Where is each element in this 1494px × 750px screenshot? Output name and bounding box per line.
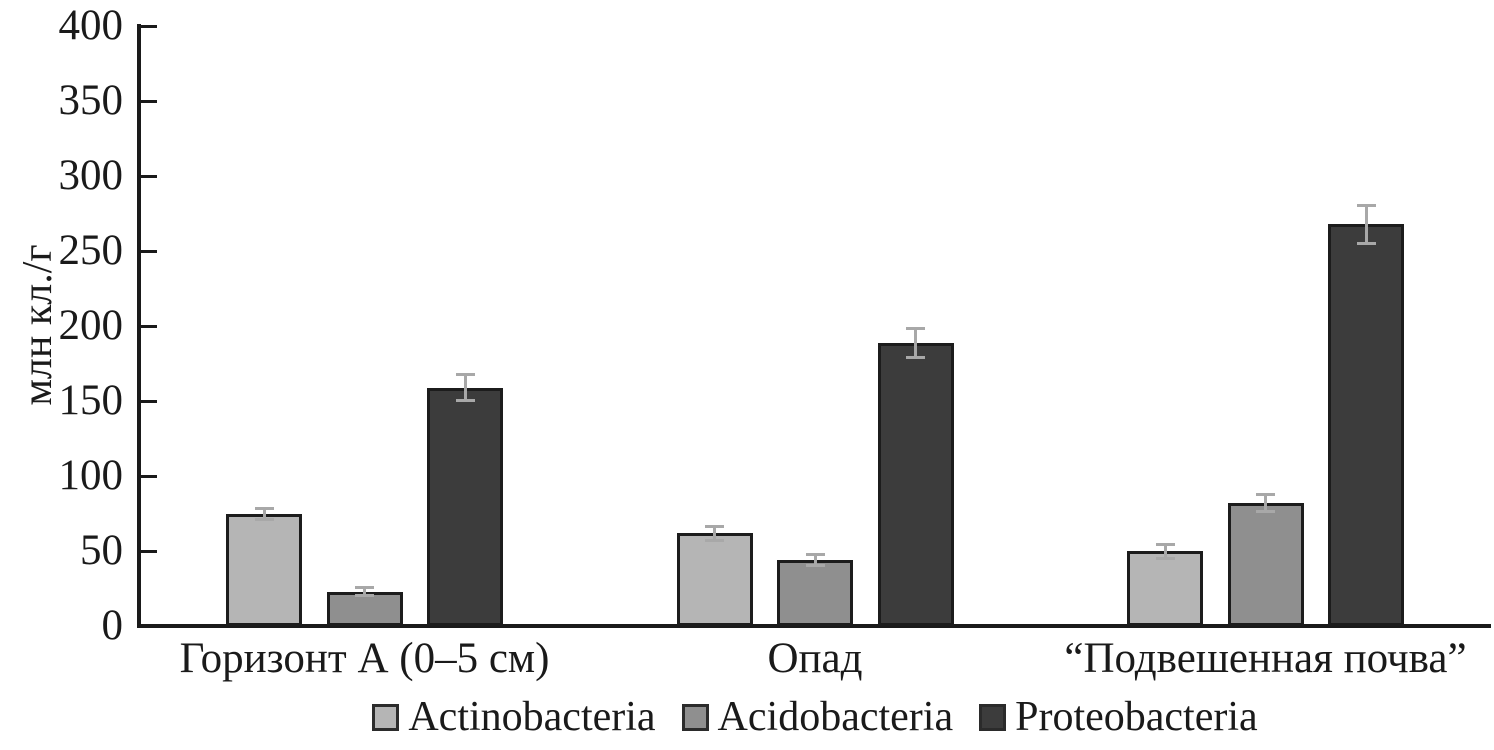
x-axis-line: [137, 624, 1491, 628]
error-bar-cap-bottom: [1155, 556, 1175, 560]
error-bar-cap-bottom: [1356, 241, 1376, 245]
y-tick-mark: [140, 400, 157, 403]
legend-item-proteobacteria: Proteobacteria: [979, 694, 1258, 740]
y-tick-mark: [140, 550, 157, 553]
y-tick-label: 0: [101, 602, 124, 649]
error-bar-line: [1264, 494, 1267, 512]
y-tick-mark: [140, 100, 157, 103]
error-bar-cap-bottom: [705, 538, 724, 542]
legend-item-actinobacteria: Actinobacteria: [372, 694, 656, 740]
error-bar-cap-top: [355, 586, 374, 589]
error-bar-cap-top: [254, 506, 274, 510]
x-category-label-3: “Подвешенная почва”: [1064, 635, 1467, 682]
y-tick-label: 50: [80, 527, 123, 574]
error-bar-cap-bottom: [805, 564, 825, 567]
error-bar-cap-bottom: [254, 517, 274, 521]
error-bar-cap-top: [1356, 203, 1376, 207]
error-bar-line: [1364, 204, 1368, 244]
y-tick-label: 200: [58, 302, 124, 349]
bar-actinobacteria-group1: [226, 513, 302, 626]
error-bar-line: [914, 327, 917, 358]
y-tick-mark: [140, 250, 157, 253]
error-bar-cap-top: [805, 553, 825, 556]
legend: Actinobacteria Acidobacteria Proteobacteri…: [140, 694, 1490, 740]
y-axis-line: [137, 24, 141, 628]
error-bar-cap-bottom: [455, 399, 475, 402]
legend-label-proteobacteria: Proteobacteria: [1015, 694, 1258, 740]
bar-proteobacteria-group3: [1328, 224, 1404, 626]
error-bar-cap-bottom: [906, 355, 925, 359]
error-bar-cap-top: [906, 326, 925, 330]
legend-key-acidobacteria-swatch: [681, 703, 709, 731]
legend-label-actinobacteria: Actinobacteria: [408, 694, 656, 740]
error-bar-line: [813, 554, 817, 566]
bar-acidobacteria-group1: [326, 591, 403, 626]
legend-key-actinobacteria-swatch: [372, 703, 400, 731]
bar-acidobacteria-group3: [1227, 503, 1304, 626]
y-tick-label: 250: [58, 227, 124, 274]
error-bar-line: [713, 525, 716, 541]
x-category-label-1: Горизонт А (0–5 см): [179, 635, 550, 682]
error-bar-line: [262, 507, 266, 520]
error-bar-cap-top: [455, 373, 475, 376]
y-tick-mark: [140, 25, 157, 28]
legend-item-acidobacteria: Acidobacteria: [681, 694, 954, 740]
bar-actinobacteria-group2: [676, 533, 753, 626]
bar-proteobacteria-group2: [877, 342, 954, 626]
y-tick-mark: [140, 325, 157, 328]
bar-acidobacteria-group2: [777, 560, 853, 626]
bar-proteobacteria-group1: [427, 387, 503, 626]
error-bar-line: [463, 374, 467, 401]
error-bar-line: [1163, 543, 1167, 559]
legend-label-acidobacteria: Acidobacteria: [717, 694, 954, 740]
y-tick-label: 300: [58, 152, 124, 199]
bar-actinobacteria-group3: [1127, 551, 1203, 626]
y-tick-label: 400: [58, 2, 124, 49]
y-tick-mark: [140, 475, 157, 478]
error-bar-cap-top: [1256, 493, 1275, 496]
x-category-label-2: Опад: [767, 635, 863, 682]
legend-key-proteobacteria-swatch: [979, 703, 1007, 731]
y-tick-label: 150: [58, 377, 124, 424]
y-tick-label: 350: [58, 77, 124, 124]
error-bar-cap-top: [1155, 542, 1175, 546]
error-bar-cap-bottom: [1256, 510, 1275, 513]
y-tick-label: 100: [58, 452, 124, 499]
y-tick-mark: [140, 175, 157, 178]
error-bar-line: [363, 587, 366, 596]
error-bar-cap-top: [705, 524, 724, 528]
error-bar-cap-bottom: [355, 594, 374, 597]
